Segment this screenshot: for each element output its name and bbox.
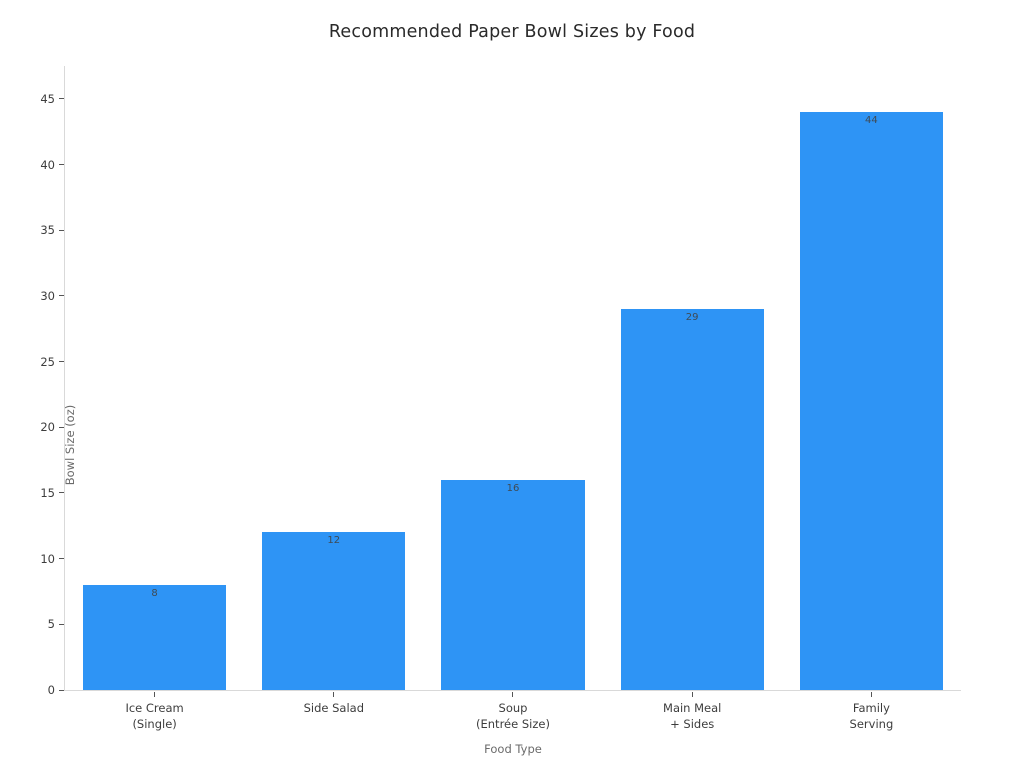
bar-4: 44 xyxy=(799,111,944,690)
y-tick-label: 30 xyxy=(40,288,55,303)
y-tick-label: 25 xyxy=(40,354,55,369)
x-tick-mark xyxy=(154,692,156,697)
y-tick-mark xyxy=(59,689,64,691)
bar-value-label: 8 xyxy=(151,587,158,599)
bar-slot: 8 Ice Cream (Single) xyxy=(65,66,244,731)
x-tick-label: Ice Cream (Single) xyxy=(125,701,184,731)
x-axis-title: Food Type xyxy=(484,742,542,756)
chart-title: Recommended Paper Bowl Sizes by Food xyxy=(328,22,696,42)
y-tick-label: 15 xyxy=(40,485,55,500)
y-tick-mark xyxy=(59,98,64,100)
bar-slot: 44 Family Serving xyxy=(782,66,961,731)
y-tick-mark xyxy=(59,164,64,166)
bar-value-label: 44 xyxy=(865,114,878,126)
y-tick-mark xyxy=(59,492,64,494)
y-tick-mark xyxy=(59,558,64,560)
bar-value-label: 16 xyxy=(506,482,520,494)
y-tick-label: 0 xyxy=(47,683,55,697)
y-tick-mark xyxy=(59,229,64,231)
y-tick-label: 35 xyxy=(40,223,55,238)
bar-slot: 12 Side Salad xyxy=(244,66,423,715)
bar-0: 8 xyxy=(82,584,227,690)
x-tick-label: Main Meal + Sides xyxy=(663,701,722,731)
x-tick-label: Soup (Entrée Size) xyxy=(476,701,550,731)
x-tick-mark xyxy=(512,692,514,697)
x-tick-mark xyxy=(870,692,872,697)
y-tick-label: 10 xyxy=(40,551,55,566)
x-tick-mark xyxy=(333,692,335,697)
plot-area: Bowl Size (oz) Food Type 0 5 10 15 20 25 30 35 4… xyxy=(40,66,961,756)
y-tick-label: 45 xyxy=(40,91,55,106)
bar-2: 16 xyxy=(441,479,585,690)
y-tick-mark xyxy=(59,361,64,363)
y-tick-mark xyxy=(59,426,64,428)
bar-value-label: 12 xyxy=(327,535,341,547)
bar-slot: 29 Main Meal + Sides xyxy=(603,66,782,731)
bar-1: 12 xyxy=(262,532,406,690)
bar-value-label: 29 xyxy=(685,312,699,324)
bar-3: 29 xyxy=(620,309,764,690)
y-tick-label: 40 xyxy=(40,157,55,172)
x-tick-label: Side Salad xyxy=(303,701,364,715)
bar-slot: 16 Soup (Entrée Size) xyxy=(423,66,602,731)
x-tick-mark xyxy=(691,692,693,697)
y-tick-mark xyxy=(59,295,64,297)
x-tick-label: Family Serving xyxy=(849,701,894,731)
y-tick-label: 20 xyxy=(40,420,55,435)
y-tick-label: 5 xyxy=(47,617,55,632)
y-tick-mark xyxy=(59,623,64,625)
